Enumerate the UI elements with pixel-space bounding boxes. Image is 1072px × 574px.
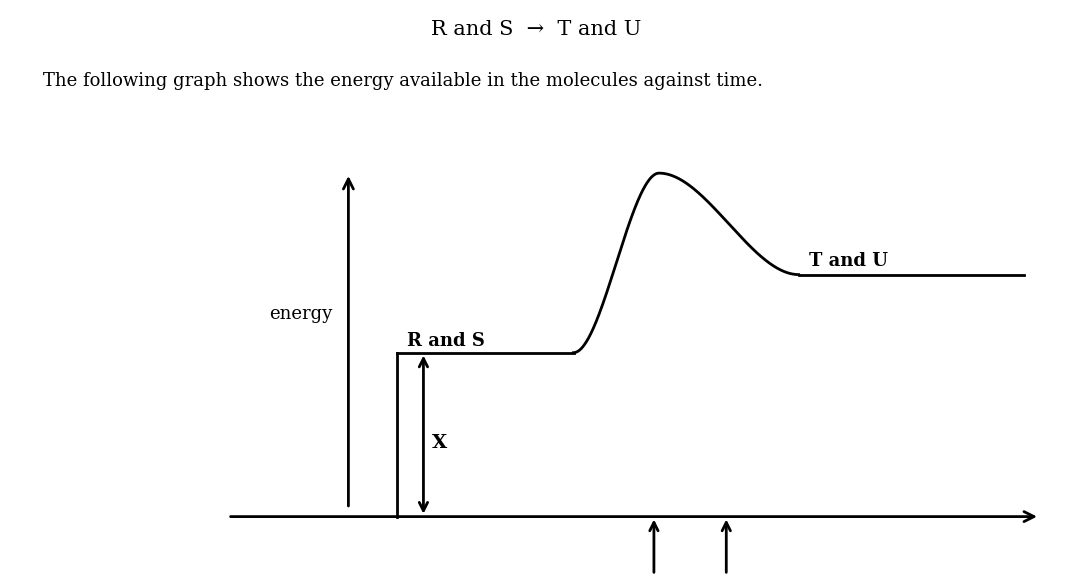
Text: R and S: R and S	[407, 332, 486, 350]
Text: energy: energy	[269, 305, 332, 323]
Text: X: X	[432, 434, 447, 452]
Text: The following graph shows the energy available in the molecules against time.: The following graph shows the energy ava…	[43, 72, 763, 90]
Text: T and U: T and U	[809, 252, 889, 270]
Text: R and S  →  T and U: R and S → T and U	[431, 20, 641, 39]
